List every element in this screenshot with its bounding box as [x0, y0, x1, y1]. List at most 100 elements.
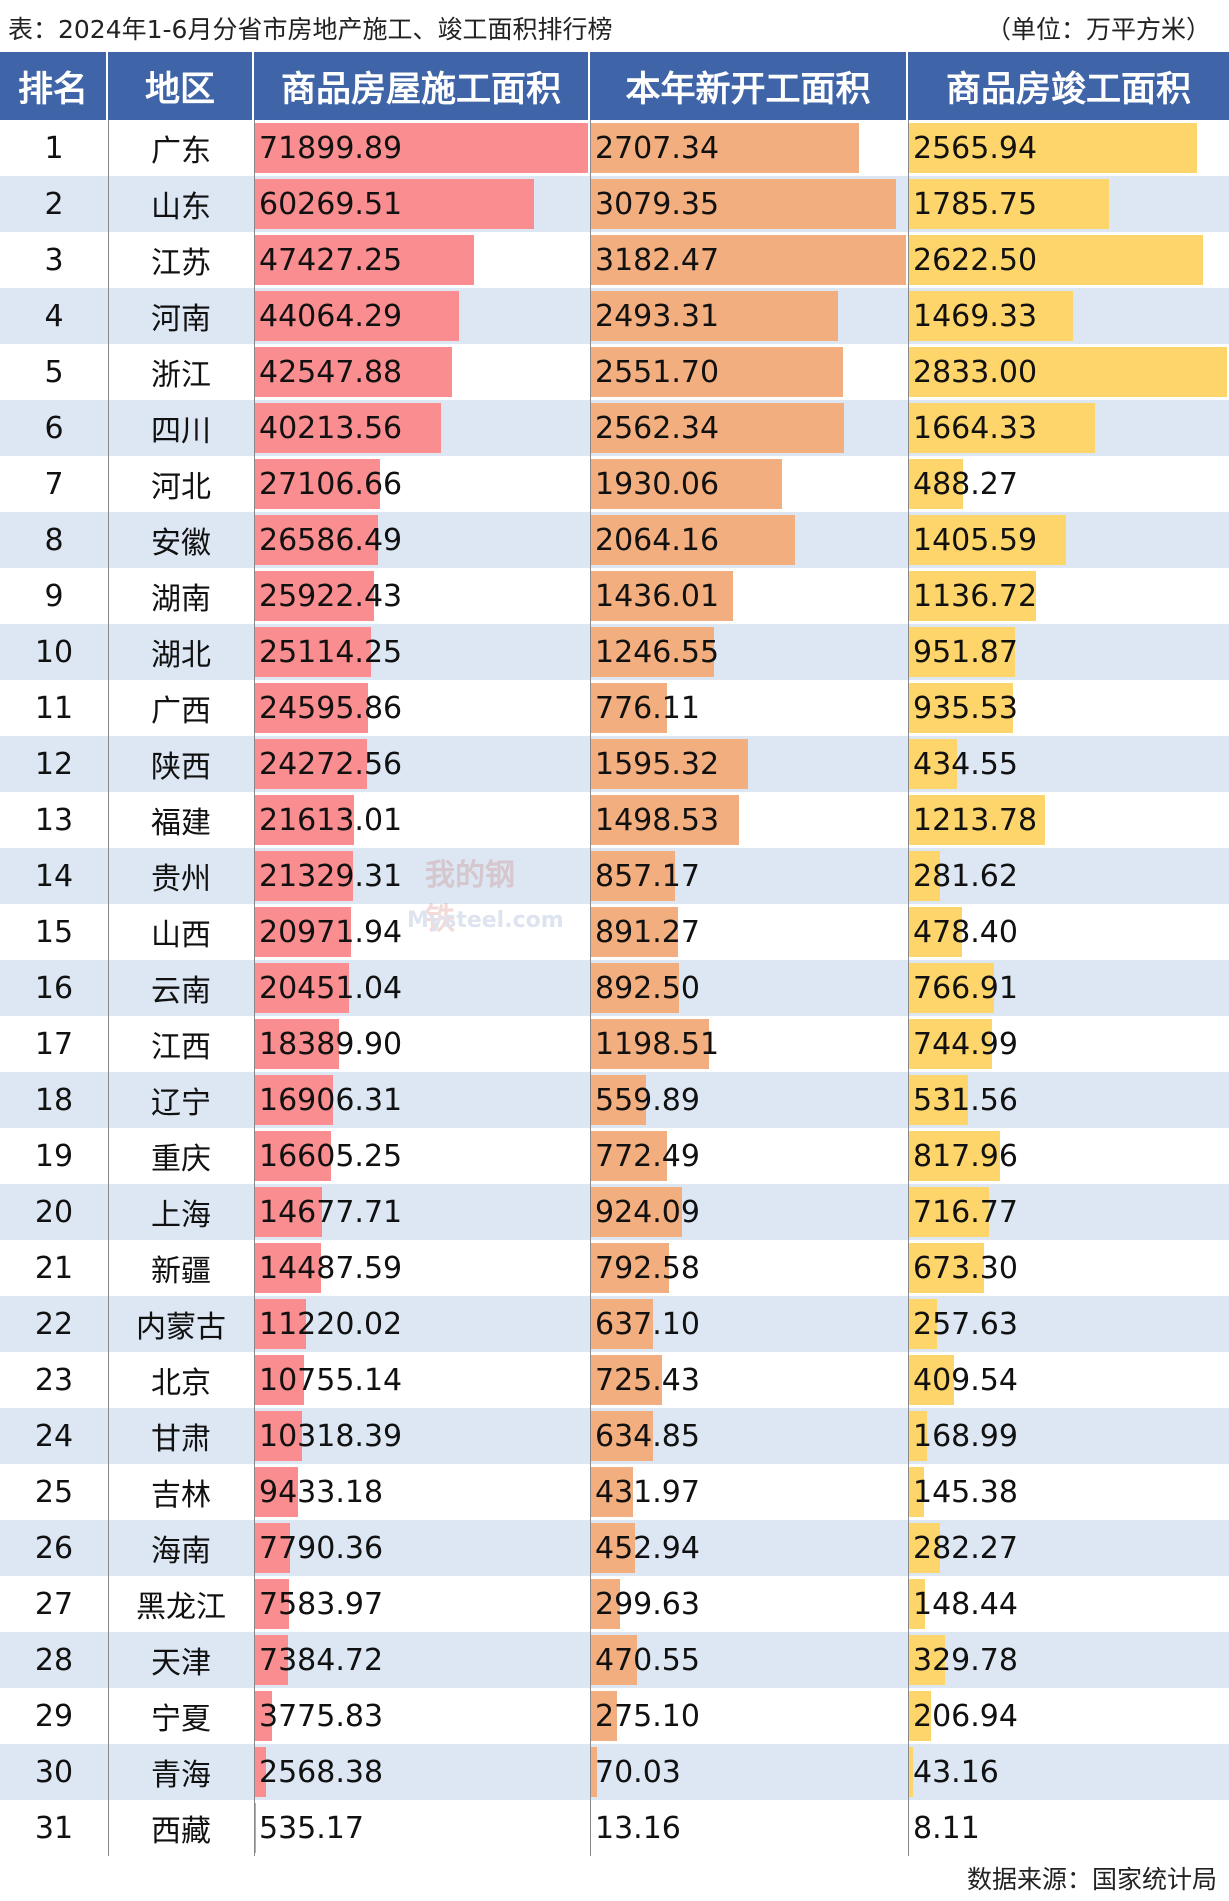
new-start-area-cell: 2064.16	[590, 512, 908, 568]
table-row: 5 浙江 42547.88 2551.70 2833.00	[0, 344, 1229, 400]
construction-area-bar	[254, 1355, 304, 1405]
new-start-area-value: 1198.51	[595, 1026, 720, 1062]
new-start-area-cell: 2707.34	[590, 120, 908, 176]
new-start-area-value: 776.11	[595, 690, 700, 726]
region-cell: 山东	[151, 190, 211, 225]
completed-area-value: 766.91	[913, 970, 1018, 1006]
completed-area-cell: 673.30	[908, 1240, 1229, 1296]
new-start-area-cell: 1498.53	[590, 792, 908, 848]
new-start-area-bar	[590, 235, 906, 285]
column-divider	[908, 120, 909, 1856]
completed-area-value: 478.40	[913, 914, 1018, 950]
new-start-area-cell: 1436.01	[590, 568, 908, 624]
new-start-area-value: 275.10	[595, 1698, 700, 1734]
construction-area-cell: 26586.49	[254, 512, 590, 568]
rank-cell: 22	[34, 1306, 74, 1342]
region-cell: 青海	[151, 1758, 211, 1793]
completed-area-value: 148.44	[913, 1586, 1018, 1622]
table-row: 16 云南 20451.04 892.50 766.91	[0, 960, 1229, 1016]
new-start-area-cell: 470.55	[590, 1632, 908, 1688]
completed-area-cell: 1469.33	[908, 288, 1229, 344]
completed-area-cell: 168.99	[908, 1408, 1229, 1464]
construction-area-cell: 535.17	[254, 1800, 590, 1856]
table-row: 30 青海 2568.38 70.03 43.16	[0, 1744, 1229, 1800]
region-cell: 四川	[151, 414, 211, 449]
completed-area-bar	[908, 571, 1036, 621]
completed-area-value: 282.27	[913, 1530, 1018, 1566]
region-cell: 陕西	[151, 750, 211, 785]
table-row: 31 西藏 535.17 13.16 8.11	[0, 1800, 1229, 1856]
new-start-area-value: 772.49	[595, 1138, 700, 1174]
completed-area-bar	[908, 347, 1227, 397]
region-cell: 江苏	[151, 246, 211, 281]
table-row: 20 上海 14677.71 924.09 716.77	[0, 1184, 1229, 1240]
construction-area-bar	[254, 963, 349, 1013]
construction-area-value: 47427.25	[259, 242, 403, 278]
completed-area-bar	[908, 851, 940, 901]
table-row: 27 黑龙江 7583.97 299.63 148.44	[0, 1576, 1229, 1632]
rank-cell: 14	[34, 858, 74, 894]
new-start-area-bar	[590, 571, 733, 621]
construction-area-cell: 27106.66	[254, 456, 590, 512]
new-start-area-value: 3182.47	[595, 242, 720, 278]
new-start-area-cell: 452.94	[590, 1520, 908, 1576]
new-start-area-value: 857.17	[595, 858, 700, 894]
construction-area-value: 20971.94	[259, 914, 403, 950]
completed-area-bar	[908, 1579, 925, 1629]
construction-area-value: 60269.51	[259, 186, 403, 222]
new-start-area-value: 891.27	[595, 914, 700, 950]
region-cell: 广东	[151, 134, 211, 169]
new-start-area-bar	[590, 795, 739, 845]
construction-area-cell: 3775.83	[254, 1688, 590, 1744]
rank-cell: 28	[34, 1642, 74, 1678]
new-start-area-value: 13.16	[595, 1810, 681, 1846]
rank-cell: 3	[44, 242, 64, 278]
construction-area-cell: 71899.89	[254, 120, 590, 176]
construction-area-cell: 10755.14	[254, 1352, 590, 1408]
completed-area-bar	[908, 515, 1067, 565]
completed-area-cell: 744.99	[908, 1016, 1229, 1072]
new-start-area-value: 634.85	[595, 1418, 700, 1454]
completed-area-cell: 43.16	[908, 1744, 1229, 1800]
construction-area-bar	[254, 683, 369, 733]
completed-area-bar	[908, 1467, 925, 1517]
new-start-area-bar	[590, 1747, 597, 1797]
completed-area-value: 673.30	[913, 1250, 1018, 1286]
new-start-area-value: 299.63	[595, 1586, 700, 1622]
table-row: 19 重庆 16605.25 772.49 817.96	[0, 1128, 1229, 1184]
construction-area-bar	[254, 1243, 322, 1293]
new-start-area-cell: 3079.35	[590, 176, 908, 232]
region-cell: 河南	[151, 302, 211, 337]
completed-area-bar	[908, 291, 1074, 341]
table-row: 17 江西 18389.90 1198.51 744.99	[0, 1016, 1229, 1072]
region-cell: 广西	[151, 694, 211, 729]
new-start-area-cell: 924.09	[590, 1184, 908, 1240]
completed-area-bar	[908, 1635, 946, 1685]
new-start-area-bar	[590, 1411, 654, 1461]
completed-area-bar	[908, 907, 962, 957]
new-start-area-cell: 2551.70	[590, 344, 908, 400]
region-cell: 黑龙江	[136, 1590, 226, 1625]
construction-area-cell: 11220.02	[254, 1296, 590, 1352]
region-cell: 天津	[151, 1646, 211, 1681]
table-row: 9 湖南 25922.43 1436.01 1136.72	[0, 568, 1229, 624]
construction-area-value: 14487.59	[259, 1250, 403, 1286]
rank-cell: 23	[34, 1362, 74, 1398]
completed-area-value: 434.55	[913, 746, 1018, 782]
rank-cell: 30	[34, 1754, 74, 1790]
new-start-area-value: 559.89	[595, 1082, 700, 1118]
new-start-area-cell: 792.58	[590, 1240, 908, 1296]
completed-area-value: 1469.33	[913, 298, 1038, 334]
rank-cell: 31	[34, 1810, 74, 1846]
rank-cell: 20	[34, 1194, 74, 1230]
construction-area-cell: 14677.71	[254, 1184, 590, 1240]
new-start-area-value: 1436.01	[595, 578, 720, 614]
completed-area-value: 935.53	[913, 690, 1018, 726]
table-row: 29 宁夏 3775.83 275.10 206.94	[0, 1688, 1229, 1744]
completed-area-value: 2622.50	[913, 242, 1038, 278]
rank-cell: 4	[44, 298, 64, 334]
rank-cell: 1	[44, 130, 64, 166]
new-start-area-bar	[590, 1299, 654, 1349]
construction-area-value: 42547.88	[259, 354, 403, 390]
rank-cell: 17	[34, 1026, 74, 1062]
